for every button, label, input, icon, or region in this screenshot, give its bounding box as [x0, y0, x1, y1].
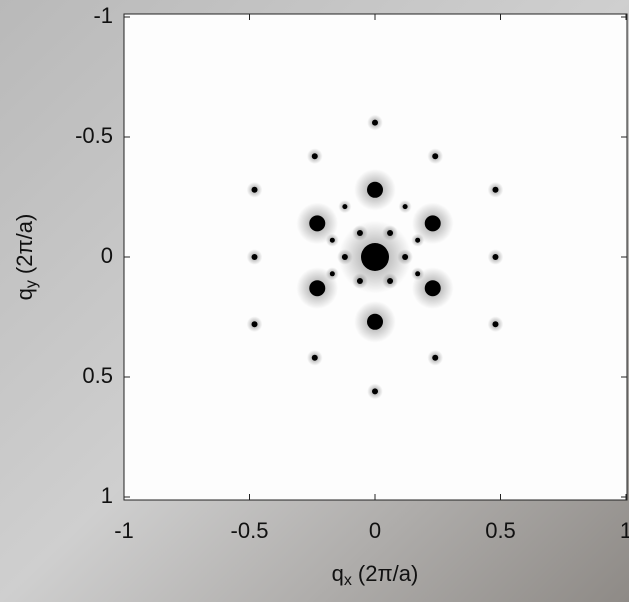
spot [251, 321, 258, 328]
spot [309, 280, 326, 297]
x-tick-label: -1 [114, 518, 134, 543]
spot [329, 271, 335, 277]
spot [367, 313, 383, 330]
spot [311, 153, 318, 160]
spot [492, 254, 499, 260]
spot [415, 271, 421, 277]
spot [341, 254, 348, 260]
spot [251, 186, 258, 193]
spot [492, 186, 499, 193]
spot [424, 215, 441, 232]
spot [311, 354, 318, 361]
spot [329, 237, 335, 243]
spot [415, 237, 421, 243]
spot [361, 243, 389, 271]
y-tick-label: 0 [101, 243, 113, 268]
spot [402, 204, 408, 210]
spot [356, 278, 363, 284]
spot [367, 181, 383, 198]
x-tick-label: -0.5 [231, 518, 269, 543]
y-tick-label: 0.5 [82, 363, 113, 388]
spot [251, 254, 258, 260]
y-label-base: q [12, 288, 37, 300]
spot [309, 215, 326, 232]
x-tick-label: 1 [620, 518, 629, 543]
spot [492, 321, 499, 328]
x-label-unit: (2π/a) [358, 561, 418, 586]
spot [387, 230, 394, 236]
spot [402, 254, 409, 260]
spot [356, 230, 363, 236]
spot [372, 388, 378, 395]
x-axis-label: qx (2π/a) [332, 561, 419, 589]
spot [372, 119, 378, 126]
spot [342, 204, 348, 210]
y-label-unit: (2π/a) [12, 214, 37, 274]
y-tick-label: -0.5 [75, 123, 113, 148]
y-tick-label: -1 [93, 3, 113, 28]
spot [424, 280, 441, 297]
x-tick-label: 0.5 [485, 518, 516, 543]
x-tick-label: 0 [369, 518, 381, 543]
spot [387, 278, 394, 284]
y-axis-label: qy (2π/a) [12, 214, 40, 301]
x-label-sub: x [344, 572, 352, 589]
y-label-sub: y [23, 280, 40, 288]
x-label-base: q [332, 561, 344, 586]
y-tick-label: 1 [101, 483, 113, 508]
spot [432, 153, 439, 160]
spot [432, 354, 439, 361]
